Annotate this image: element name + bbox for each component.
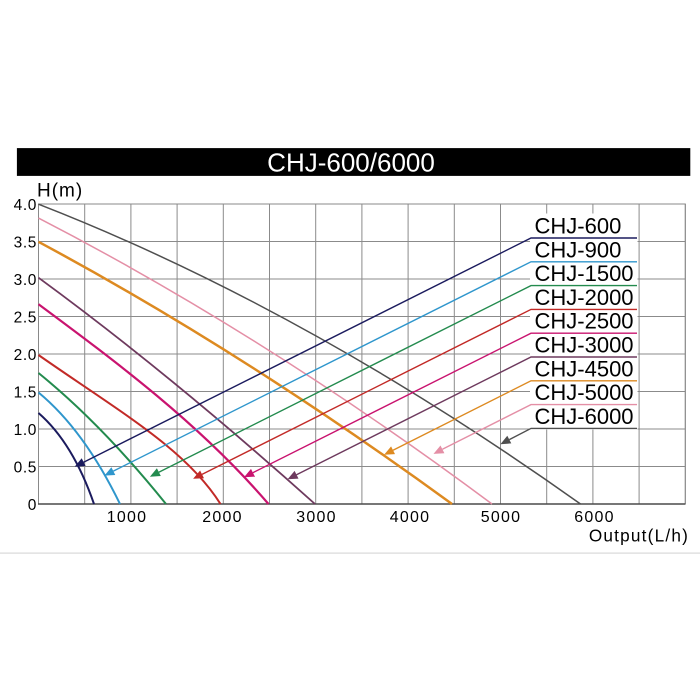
svg-text:2.5: 2.5 xyxy=(14,309,37,326)
svg-text:H(m): H(m) xyxy=(37,181,83,202)
svg-text:CHJ-6000: CHJ-6000 xyxy=(535,404,634,429)
svg-text:CHJ-4500: CHJ-4500 xyxy=(535,356,634,381)
svg-text:CHJ-5000: CHJ-5000 xyxy=(535,380,634,405)
svg-text:1.0: 1.0 xyxy=(14,422,37,439)
svg-text:CHJ-2000: CHJ-2000 xyxy=(535,285,634,310)
svg-text:CHJ-2500: CHJ-2500 xyxy=(535,309,634,334)
svg-text:3.5: 3.5 xyxy=(14,234,37,251)
svg-text:CHJ-900: CHJ-900 xyxy=(535,237,622,262)
svg-text:2.0: 2.0 xyxy=(14,347,37,364)
svg-text:CHJ-1500: CHJ-1500 xyxy=(535,261,634,286)
svg-text:1000: 1000 xyxy=(107,509,147,526)
svg-text:6000: 6000 xyxy=(574,509,614,526)
svg-text:Output(L/h): Output(L/h) xyxy=(589,526,689,546)
svg-text:3000: 3000 xyxy=(296,509,336,526)
svg-text:4000: 4000 xyxy=(390,509,430,526)
svg-text:CHJ-3000: CHJ-3000 xyxy=(535,333,634,358)
svg-text:4.0: 4.0 xyxy=(14,197,37,214)
svg-text:5000: 5000 xyxy=(481,509,521,526)
svg-text:1.5: 1.5 xyxy=(14,384,37,401)
svg-text:0.5: 0.5 xyxy=(14,459,37,476)
svg-text:0: 0 xyxy=(28,497,37,514)
svg-text:2000: 2000 xyxy=(202,509,242,526)
svg-text:CHJ-600: CHJ-600 xyxy=(535,214,622,239)
svg-text:3.0: 3.0 xyxy=(14,272,37,289)
svg-text:CHJ-600/6000: CHJ-600/6000 xyxy=(267,148,435,178)
